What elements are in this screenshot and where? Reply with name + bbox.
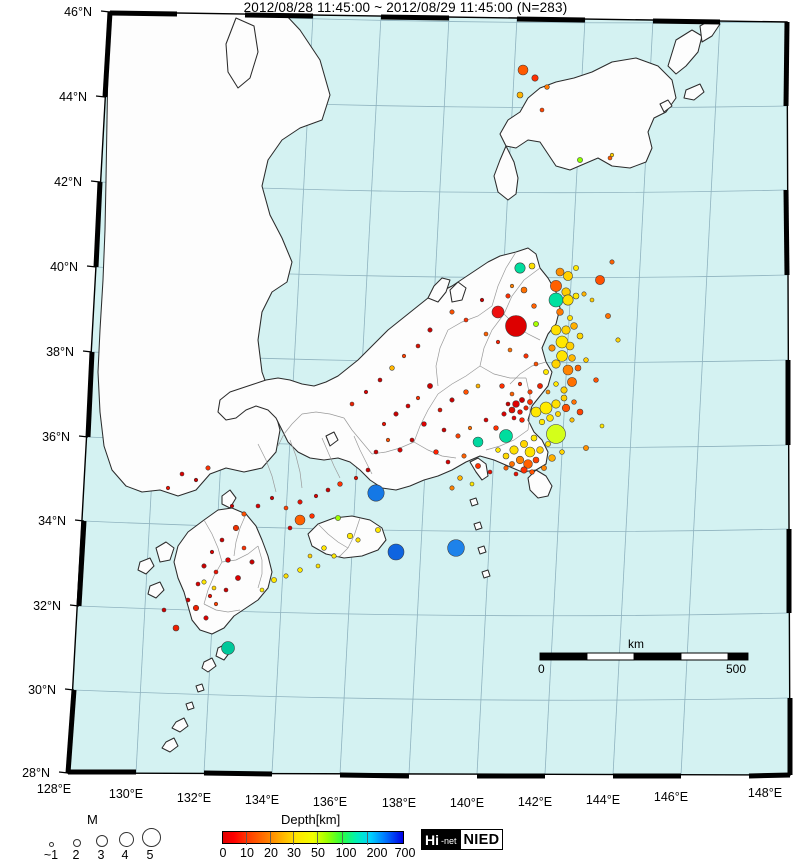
lon-tick-134: 134°E xyxy=(244,793,280,807)
map-frame xyxy=(58,10,793,779)
depth-label-20: 20 xyxy=(264,846,278,860)
mag-label-4: 4 xyxy=(121,848,129,862)
lat-tick-38: 38°N xyxy=(46,345,74,359)
lat-tick-40: 40°N xyxy=(50,260,78,274)
mag-circle-2 xyxy=(73,839,81,847)
depth-colorbar xyxy=(222,831,404,845)
magnitude-legend-labels: ~1 2 3 4 5 xyxy=(34,848,164,862)
magnitude-legend-circles xyxy=(38,828,161,847)
prefecture-boundaries xyxy=(203,251,547,613)
mag-label-2: 2 xyxy=(72,848,80,862)
earthquake-markers[interactable] xyxy=(161,64,621,655)
map-body xyxy=(68,12,790,775)
mag-label-1: ~1 xyxy=(43,848,59,862)
legend-area: M ~1 2 3 4 5 Depth[km] 0 10 20 xyxy=(0,812,811,862)
lon-tick-148: 148°E xyxy=(747,786,783,800)
depth-label-10: 10 xyxy=(240,846,254,860)
scalebar-unit-label: km xyxy=(628,637,644,651)
logo-net-text: -net xyxy=(441,830,460,849)
coastlines xyxy=(97,12,721,753)
logo-nied-text: NIED xyxy=(459,830,503,849)
lon-tick-130: 130°E xyxy=(108,787,144,801)
depth-legend-title: Depth[km] xyxy=(281,812,341,827)
lon-tick-136: 136°E xyxy=(312,795,348,809)
lat-tick-42: 42°N xyxy=(54,175,82,189)
lon-tick-132: 132°E xyxy=(176,791,212,805)
depth-label-0: 0 xyxy=(219,846,227,860)
lon-tick-144: 144°E xyxy=(585,793,621,807)
scalebar-max-label: 500 xyxy=(726,662,747,676)
depth-legend-labels: 0 10 20 30 50 100 200 700 xyxy=(200,846,440,861)
lat-tick-44: 44°N xyxy=(59,90,87,104)
mag-circle-1 xyxy=(49,842,54,847)
lon-tick-128: 128°E xyxy=(36,782,72,796)
lat-tick-46: 46°N xyxy=(64,5,92,19)
lat-tick-34: 34°N xyxy=(38,514,66,528)
depth-label-700: 700 xyxy=(394,846,416,860)
magnitude-legend-title: M xyxy=(87,812,98,827)
scale-bar xyxy=(539,652,749,661)
mag-circle-5 xyxy=(142,828,161,847)
mag-label-5: 5 xyxy=(146,848,154,862)
map-canvas[interactable] xyxy=(0,0,811,811)
depth-label-100: 100 xyxy=(335,846,357,860)
mag-circle-4 xyxy=(119,832,134,847)
lat-tick-28: 28°N xyxy=(22,766,50,780)
lat-tick-32: 32°N xyxy=(33,599,61,613)
lon-tick-138: 138°E xyxy=(381,796,417,810)
page-title: 2012/08/28 11:45:00 ~ 2012/08/29 11:45:0… xyxy=(243,0,568,15)
logo-hi-text: Hi xyxy=(422,830,441,849)
depth-label-200: 200 xyxy=(366,846,388,860)
lon-tick-146: 146°E xyxy=(653,790,689,804)
scalebar-min-label: 0 xyxy=(538,662,545,676)
lat-tick-36: 36°N xyxy=(42,430,70,444)
hinet-nied-logo: Hi -net NIED xyxy=(421,829,504,850)
mag-label-3: 3 xyxy=(97,848,105,862)
mag-circle-3 xyxy=(96,835,108,847)
lon-tick-142: 142°E xyxy=(517,795,553,809)
lat-tick-30: 30°N xyxy=(28,683,56,697)
depth-label-50: 50 xyxy=(311,846,325,860)
depth-label-30: 30 xyxy=(287,846,301,860)
lon-tick-140: 140°E xyxy=(449,796,485,810)
